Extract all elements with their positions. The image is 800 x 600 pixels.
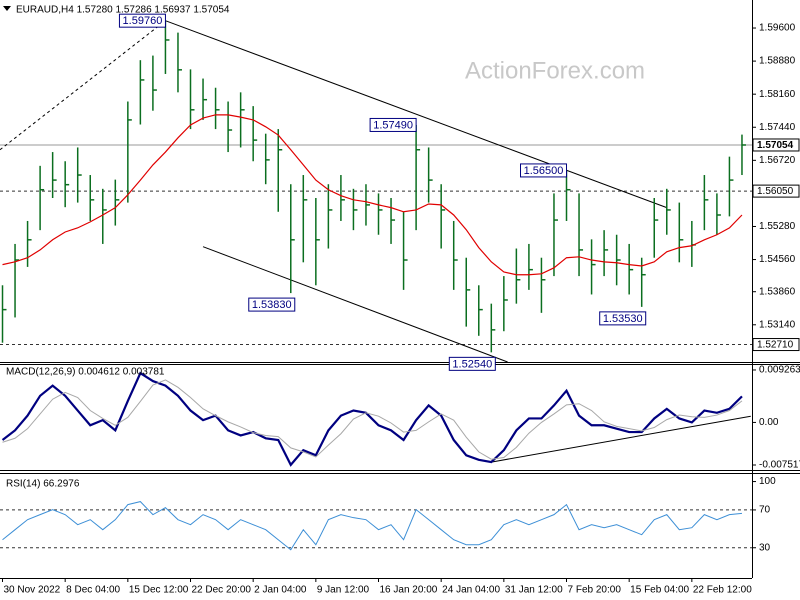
y-tick-label: -0.007517	[759, 460, 800, 471]
x-tick-label: 2 Jan 04:00	[254, 585, 307, 596]
y-tick-label: 1.54560	[759, 254, 796, 265]
x-tick-label: 8 Dec 04:00	[66, 585, 120, 596]
x-tick-label: 7 Feb 20:00	[568, 585, 622, 596]
x-tick-label: 22 Feb 12:00	[693, 585, 752, 596]
x-tick-label: 15 Dec 12:00	[129, 585, 189, 596]
panel-title: RSI(14) 66.2976	[6, 479, 80, 490]
series-line	[1, 371, 743, 467]
level-label: 1.57054	[757, 140, 794, 151]
x-tick-label: 16 Jan 20:00	[380, 585, 438, 596]
symbol-icon	[3, 6, 11, 11]
annotation-label: 1.53530	[603, 313, 643, 325]
y-tick-label: 70	[759, 505, 771, 516]
annotation-box	[448, 356, 496, 371]
trendline	[491, 415, 751, 463]
trendline	[0, 20, 166, 151]
level-label: 1.52710	[757, 340, 794, 351]
level-label-box	[752, 138, 800, 152]
y-tick-label: 1.57440	[759, 122, 796, 133]
annotation-box	[369, 117, 417, 132]
series-line	[2, 379, 743, 460]
annotation-label: 1.59760	[123, 15, 163, 27]
y-tick-label: 1.59600	[759, 23, 796, 34]
y-tick-label: 0.00	[759, 417, 779, 428]
annotation-box	[599, 311, 647, 326]
x-tick-label: 24 Jan 04:00	[442, 585, 500, 596]
x-tick-label: 15 Feb 04:00	[630, 585, 689, 596]
y-tick-label: 100	[759, 476, 776, 487]
trendline	[202, 246, 508, 363]
y-tick-label: 30	[759, 542, 771, 553]
annotation-box	[520, 163, 568, 178]
y-tick-label: 0.009263	[759, 365, 800, 376]
annotation-label: 1.56500	[524, 165, 564, 177]
trendline	[165, 20, 667, 209]
x-tick-label: 30 Nov 2022	[4, 585, 61, 596]
y-tick-label: 1.53860	[759, 286, 796, 297]
y-tick-label: 1.58160	[759, 89, 796, 100]
annotation-box	[118, 13, 166, 28]
watermark: ActionForex.com	[465, 57, 645, 84]
x-tick-label: 9 Jan 12:00	[317, 585, 370, 596]
y-tick-label: 1.56720	[759, 155, 796, 166]
annotation-label: 1.52540	[452, 358, 492, 370]
annotation-label: 1.53830	[252, 299, 292, 311]
panel-title: MACD(12,26,9) 0.004612 0.003781	[6, 367, 165, 378]
series-line	[2, 114, 743, 276]
annotation-box	[248, 297, 296, 312]
level-label: 1.56050	[757, 186, 794, 197]
y-tick-label: 1.55280	[759, 221, 796, 232]
panel-title: EURAUD,H4 1.57280 1.57286 1.56937 1.5705…	[16, 5, 230, 16]
level-label-box	[752, 184, 800, 198]
x-tick-label: 31 Jan 12:00	[505, 585, 563, 596]
series-line	[2, 501, 743, 551]
y-tick-label: 1.58880	[759, 56, 796, 67]
annotation-label: 1.57490	[373, 119, 413, 131]
level-label-box	[752, 338, 800, 352]
y-tick-label: 1.53140	[759, 319, 796, 330]
x-tick-label: 22 Dec 20:00	[192, 585, 252, 596]
